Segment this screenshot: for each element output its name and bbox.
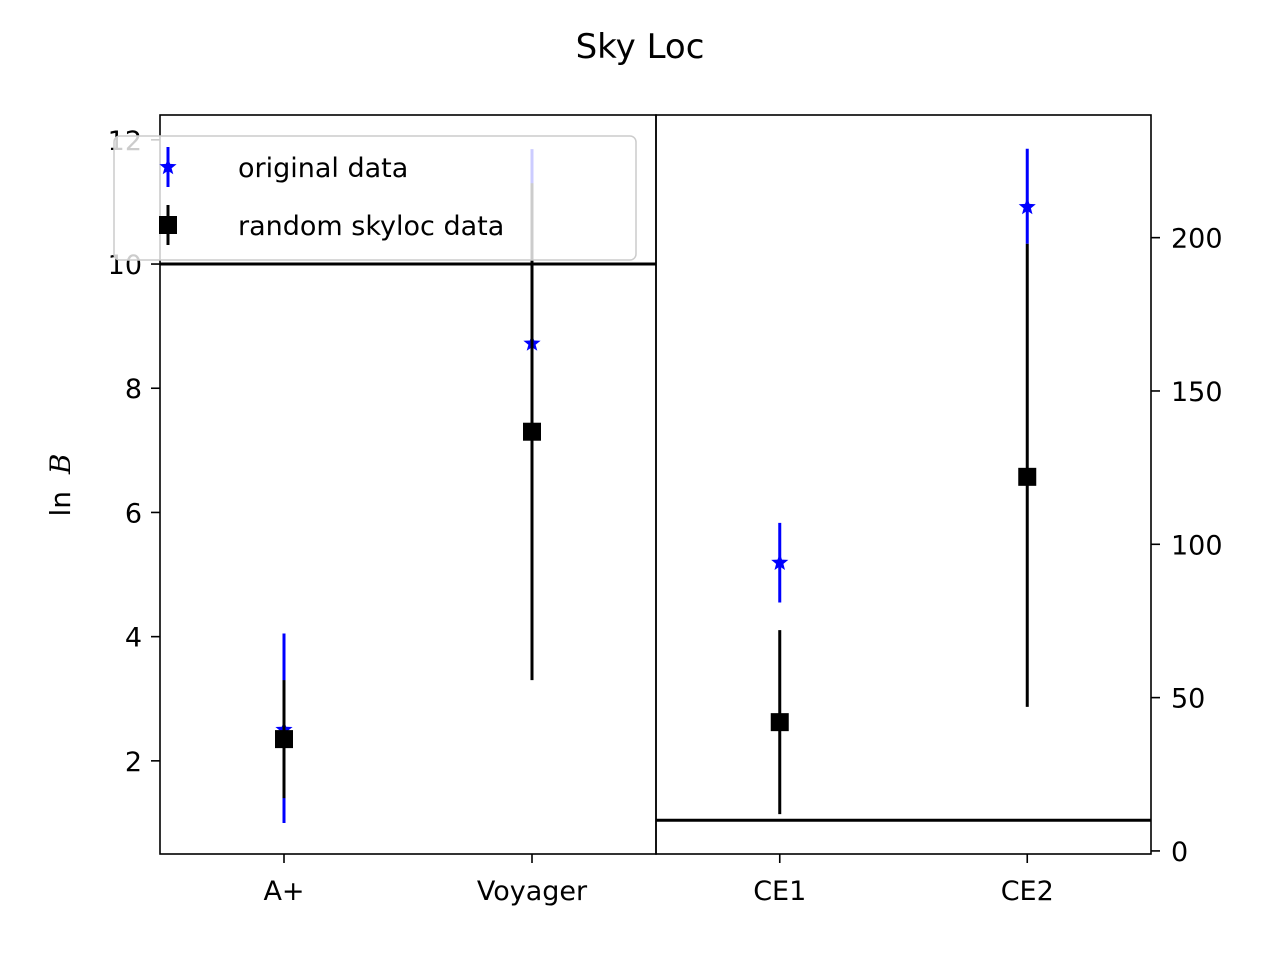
data-point-square	[770, 713, 789, 732]
panel-frame	[655, 114, 1152, 855]
y-axis-title-symbol: B	[44, 453, 77, 475]
legend-label: original data	[238, 153, 408, 184]
x-tick-label: CE2	[1001, 876, 1054, 907]
y-tick-label: 200	[1171, 224, 1223, 255]
y-tick-label: 6	[125, 498, 142, 529]
chart-title: Sky Loc	[576, 27, 705, 67]
series-star	[771, 148, 1036, 603]
data-point-star	[771, 553, 789, 570]
legend: original data random skyloc data	[113, 135, 637, 261]
y-tick-label: 100	[1171, 530, 1223, 561]
svg-text:ln B: ln B	[44, 453, 77, 516]
panel-2: 0 50 100 150 200 CE1 CE2	[655, 114, 1223, 907]
y-axis-title-text: ln	[44, 491, 77, 517]
data-point-square	[1018, 467, 1037, 486]
y-tick-label: 4	[125, 623, 142, 654]
y-tick-label: 150	[1171, 377, 1223, 408]
y-tick-label: 50	[1171, 684, 1205, 715]
legend-box	[113, 135, 637, 261]
y-axis-title: ln B	[44, 453, 77, 516]
legend-marker-square	[159, 216, 177, 234]
legend-label: random skyloc data	[238, 211, 504, 242]
y-tick-label: 8	[125, 374, 142, 405]
x-tick-label: Voyager	[477, 876, 588, 907]
data-point-square	[523, 422, 541, 441]
y-tick-label: 2	[125, 747, 142, 778]
x-tick-label: A+	[263, 876, 304, 907]
legend-marker-star	[159, 158, 177, 175]
y-tick-label: 0	[1171, 837, 1188, 868]
data-point-star	[1018, 198, 1036, 215]
series-square	[275, 183, 541, 799]
series-square	[770, 243, 1037, 815]
x-tick-label: CE1	[753, 876, 806, 907]
data-point-square	[275, 730, 293, 749]
